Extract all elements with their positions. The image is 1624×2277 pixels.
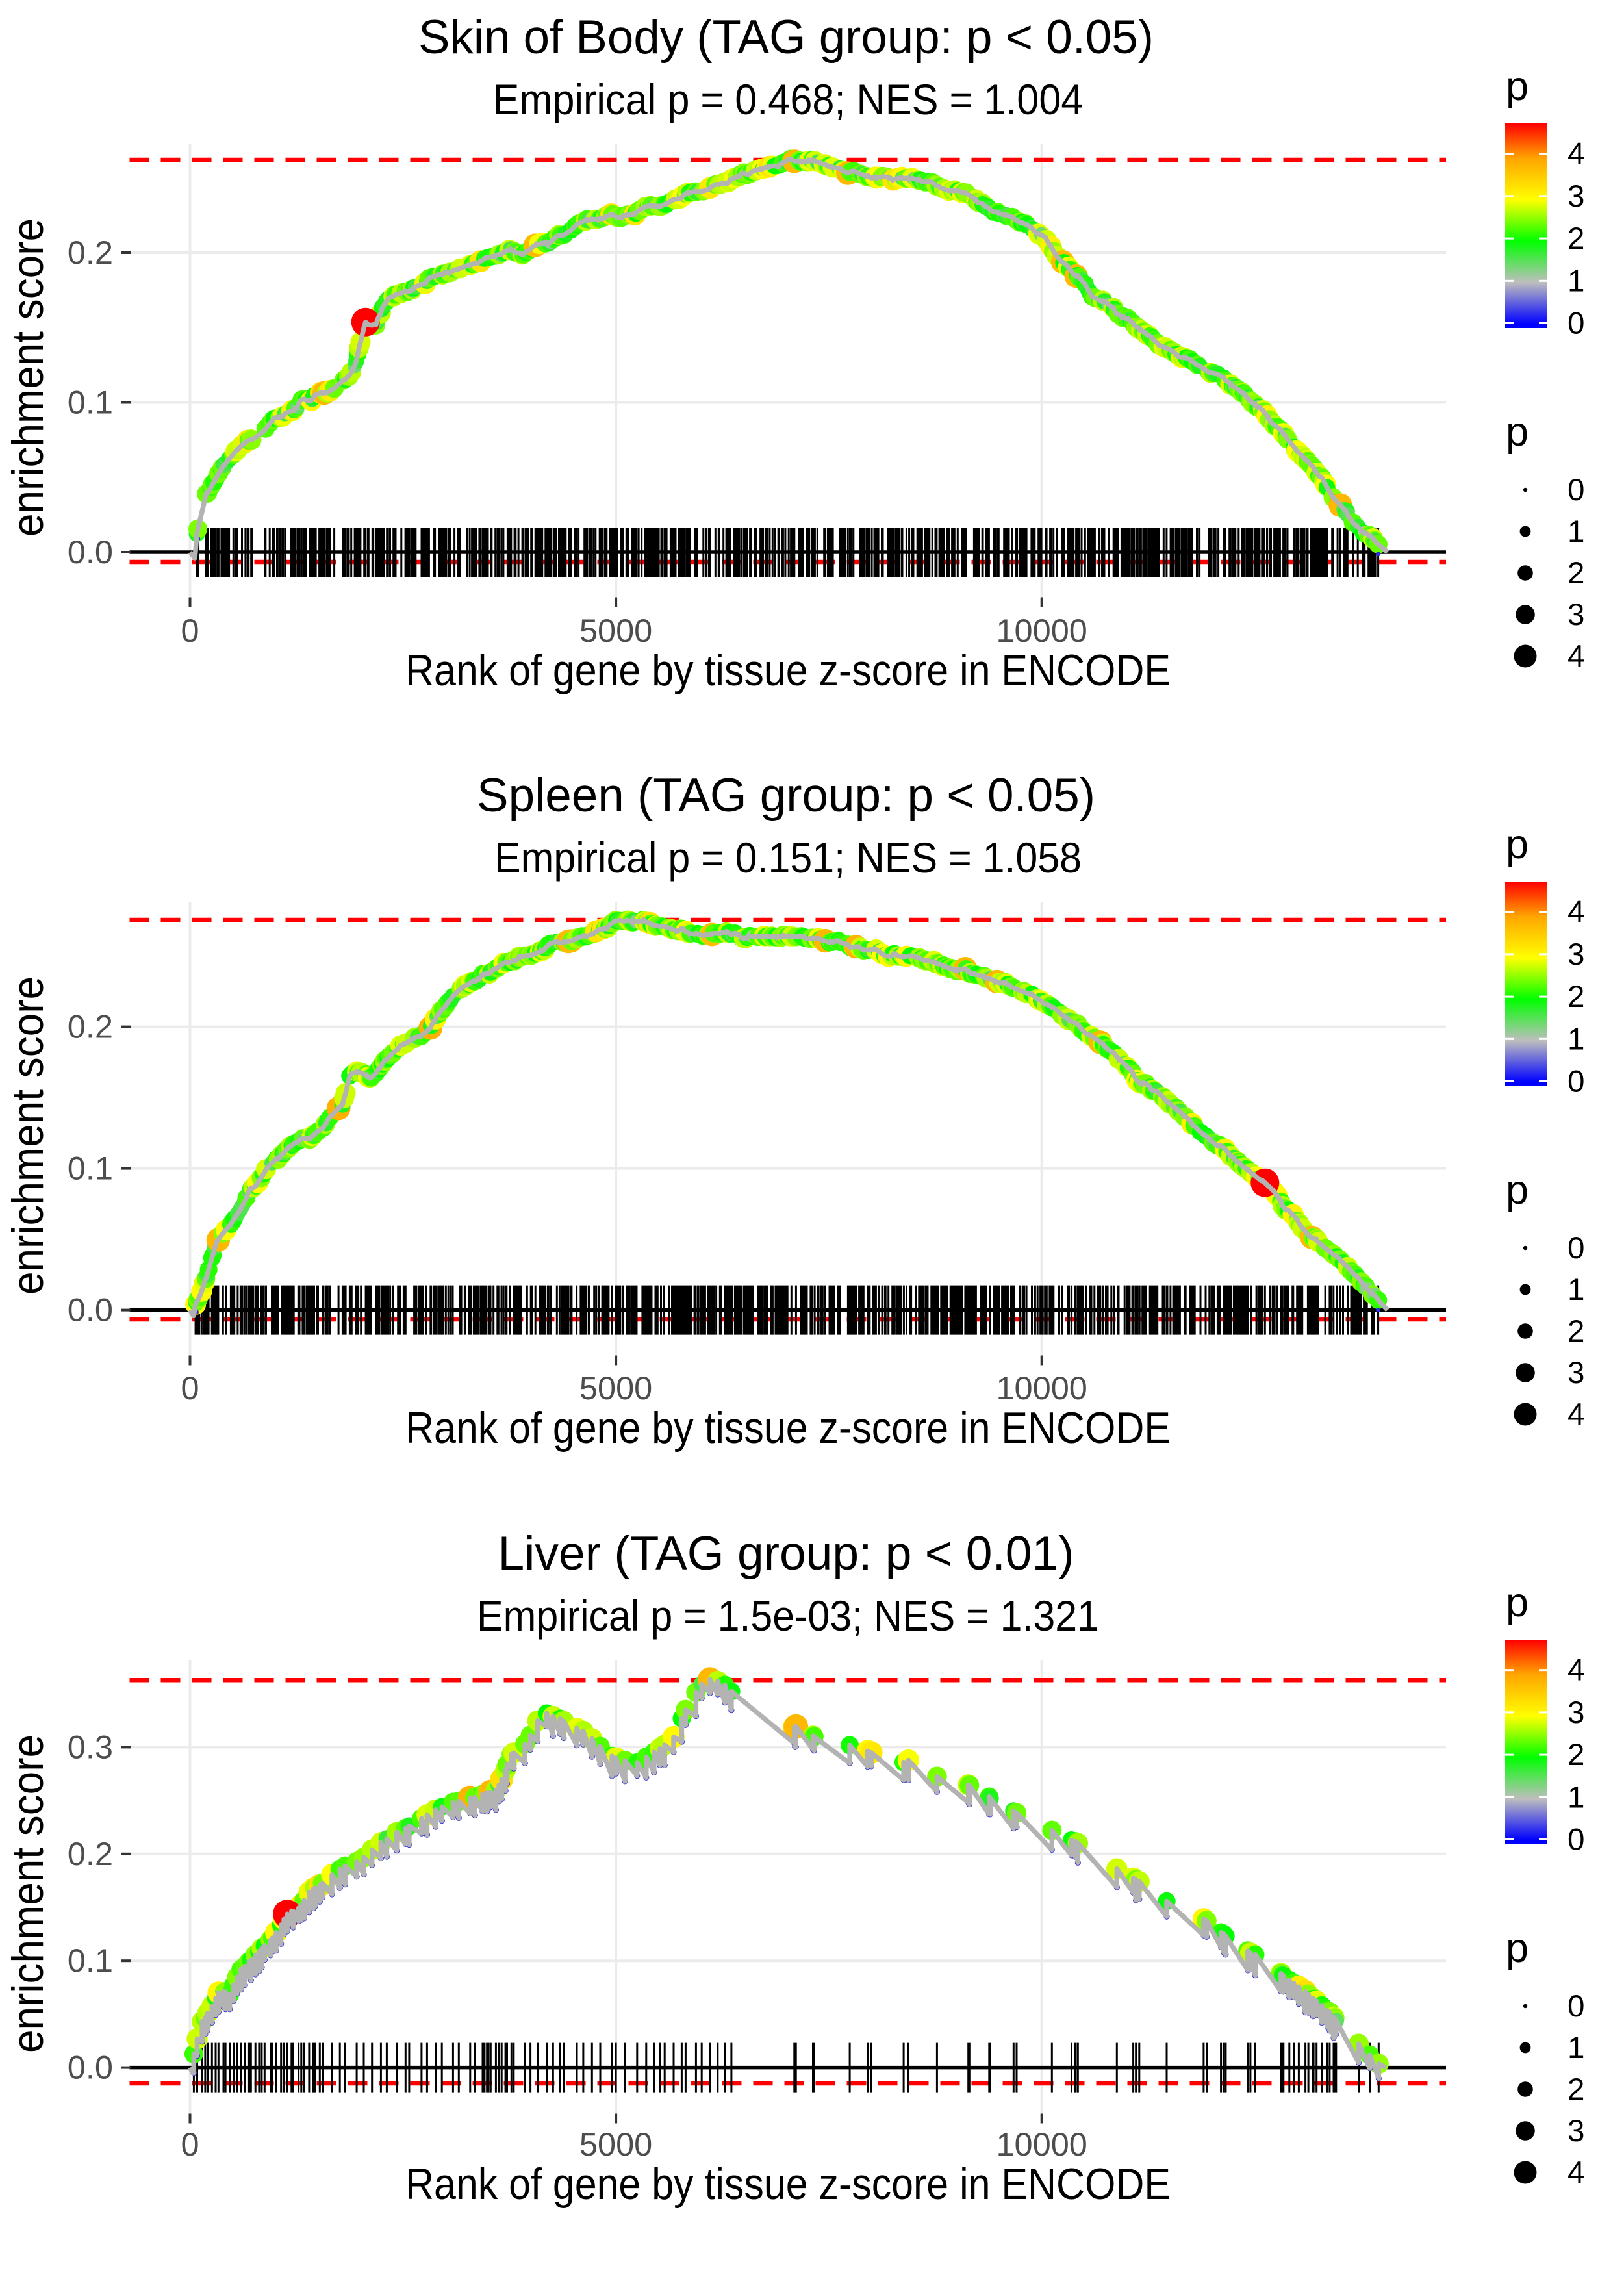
svg-text:Skin of Body (TAG group: p < 0: Skin of Body (TAG group: p < 0.05) — [418, 11, 1154, 64]
svg-text:enrichment score: enrichment score — [3, 218, 53, 537]
svg-text:2: 2 — [1567, 980, 1584, 1014]
svg-text:4: 4 — [1567, 639, 1584, 674]
svg-text:2: 2 — [1567, 1738, 1584, 1772]
svg-text:0.0: 0.0 — [68, 533, 113, 570]
svg-text:0.1: 0.1 — [68, 384, 113, 421]
svg-text:Rank of gene by tissue z-score: Rank of gene by tissue z-score in ENCODE — [405, 2159, 1171, 2209]
svg-text:0: 0 — [1567, 307, 1584, 341]
svg-text:1: 1 — [1567, 1780, 1584, 1814]
svg-text:0.3: 0.3 — [68, 1728, 113, 1765]
svg-text:Rank of gene by tissue z-score: Rank of gene by tissue z-score in ENCODE — [405, 1403, 1171, 1453]
svg-text:0.0: 0.0 — [68, 1291, 113, 1329]
svg-text:10000: 10000 — [996, 2126, 1087, 2163]
svg-text:4: 4 — [1567, 137, 1584, 172]
svg-text:5000: 5000 — [579, 612, 652, 649]
svg-text:0: 0 — [181, 1369, 199, 1406]
svg-text:enrichment score: enrichment score — [3, 1735, 53, 2053]
svg-text:3: 3 — [1567, 2114, 1584, 2148]
svg-text:0.1: 0.1 — [68, 1150, 113, 1187]
svg-text:2: 2 — [1567, 222, 1584, 256]
svg-text:p: p — [1506, 822, 1529, 867]
svg-text:10000: 10000 — [996, 612, 1087, 649]
svg-text:0: 0 — [1567, 1989, 1584, 2024]
svg-text:0: 0 — [1567, 473, 1584, 507]
svg-text:0: 0 — [1567, 1823, 1584, 1857]
svg-text:3: 3 — [1567, 598, 1584, 632]
svg-text:4: 4 — [1567, 1397, 1584, 1432]
svg-text:1: 1 — [1567, 2031, 1584, 2065]
svg-text:Liver (TAG group: p < 0.01): Liver (TAG group: p < 0.01) — [498, 1527, 1074, 1580]
svg-text:4: 4 — [1567, 2156, 1584, 2190]
svg-text:3: 3 — [1567, 1356, 1584, 1390]
svg-text:0.1: 0.1 — [68, 1942, 113, 1979]
svg-text:Empirical p = 0.468; NES = 1.0: Empirical p = 0.468; NES = 1.004 — [493, 75, 1084, 123]
svg-text:Spleen (TAG group: p < 0.05): Spleen (TAG group: p < 0.05) — [477, 769, 1095, 822]
svg-text:5000: 5000 — [579, 1369, 652, 1406]
svg-text:3: 3 — [1567, 179, 1584, 214]
svg-text:0: 0 — [181, 2126, 199, 2163]
svg-text:p: p — [1506, 1926, 1529, 1971]
svg-text:4: 4 — [1567, 895, 1584, 930]
svg-text:5000: 5000 — [579, 2126, 652, 2163]
svg-text:2: 2 — [1567, 556, 1584, 591]
svg-text:2: 2 — [1567, 2072, 1584, 2107]
svg-text:2: 2 — [1567, 1314, 1584, 1349]
svg-text:0.2: 0.2 — [68, 234, 113, 271]
svg-text:3: 3 — [1567, 1696, 1584, 1730]
svg-text:Rank of gene by tissue z-score: Rank of gene by tissue z-score in ENCODE — [405, 646, 1171, 695]
svg-text:p: p — [1506, 1167, 1529, 1213]
svg-text:1: 1 — [1567, 264, 1584, 298]
svg-text:Empirical p = 1.5e-03; NES = 1: Empirical p = 1.5e-03; NES = 1.321 — [477, 1592, 1099, 1640]
svg-text:0.2: 0.2 — [68, 1835, 113, 1872]
svg-text:10000: 10000 — [996, 1369, 1087, 1406]
svg-text:0.0: 0.0 — [68, 2049, 113, 2086]
svg-text:0.2: 0.2 — [68, 1008, 113, 1045]
svg-text:p: p — [1506, 409, 1529, 455]
svg-text:0: 0 — [1567, 1231, 1584, 1266]
svg-text:1: 1 — [1567, 515, 1584, 549]
svg-text:0: 0 — [181, 612, 199, 649]
svg-text:p: p — [1506, 64, 1529, 109]
svg-text:1: 1 — [1567, 1273, 1584, 1307]
svg-text:enrichment score: enrichment score — [3, 976, 53, 1295]
svg-text:1: 1 — [1567, 1022, 1584, 1056]
svg-text:4: 4 — [1567, 1653, 1584, 1688]
svg-text:Empirical p = 0.151; NES = 1.0: Empirical p = 0.151; NES = 1.058 — [494, 833, 1082, 882]
svg-text:0: 0 — [1567, 1065, 1584, 1099]
svg-text:3: 3 — [1567, 937, 1584, 972]
svg-text:p: p — [1506, 1580, 1529, 1625]
